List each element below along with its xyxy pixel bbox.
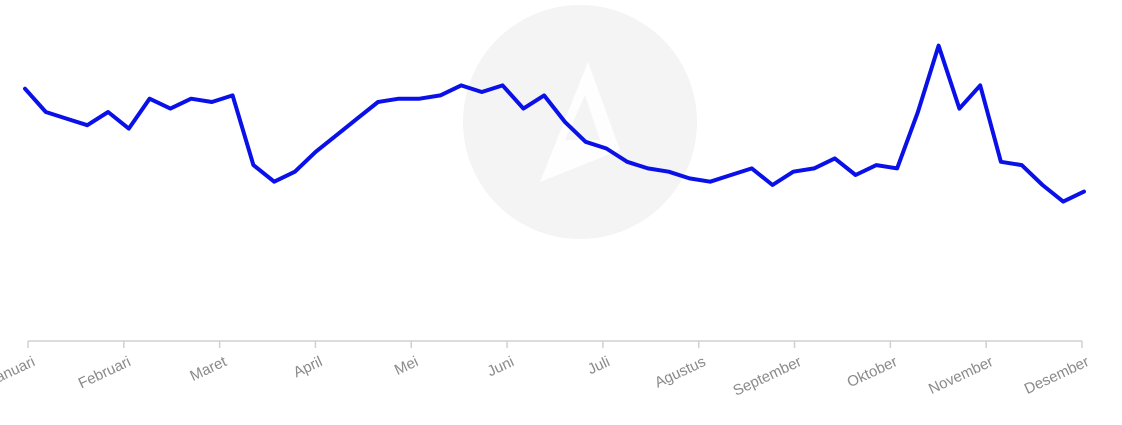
x-tick-label: Mei [392,353,421,379]
x-tick-label: Juni [485,353,517,380]
x-tick-label: Januari [0,353,38,389]
x-axis-ticks [27,341,1083,348]
x-tick-label: Juli [585,353,613,378]
series-line [23,43,1086,204]
x-tick-label: September [731,353,805,399]
watermark-logo [463,5,697,239]
x-tick-label: Agustus [652,353,708,391]
x-tick-label: Februari [76,353,134,392]
x-tick-label: Maret [187,353,230,385]
x-tick-label: April [291,353,325,381]
x-axis-tick-labels: Januari Februari Maret April Mei Juni Juli Agus… [0,353,1092,400]
x-tick-label: Desember [1022,353,1092,398]
x-tick-label: Oktober [845,353,901,391]
x-tick-label: November [926,353,996,398]
